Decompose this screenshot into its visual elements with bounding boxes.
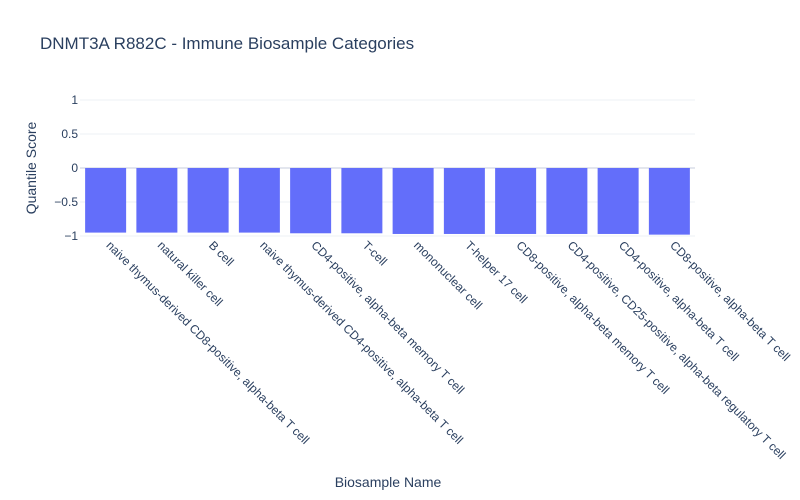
bar (443, 168, 485, 234)
bar (648, 168, 690, 235)
bar (85, 168, 127, 233)
bar (187, 168, 229, 233)
bar (546, 168, 588, 234)
bar (495, 168, 537, 234)
bar (238, 168, 280, 233)
y-tick-label: −0.5 (54, 195, 78, 209)
bar (392, 168, 434, 234)
y-tick-label: 0 (71, 161, 78, 175)
bar (597, 168, 639, 234)
x-tick-label: CD4-positive, CD25-positive, alpha-beta … (565, 238, 789, 462)
x-tick-label: T-cell (360, 238, 390, 268)
bar (136, 168, 178, 233)
x-tick-label: B cell (206, 238, 237, 269)
chart-title: DNMT3A R882C - Immune Biosample Categori… (40, 34, 415, 53)
y-axis-title: Quantile Score (23, 121, 39, 214)
y-tick-label: 1 (71, 93, 78, 107)
y-tick-label: 0.5 (61, 127, 78, 141)
y-tick-label: −1 (64, 229, 78, 243)
bar (341, 168, 383, 234)
x-axis-title: Biosample Name (335, 474, 442, 490)
bar (290, 168, 332, 234)
